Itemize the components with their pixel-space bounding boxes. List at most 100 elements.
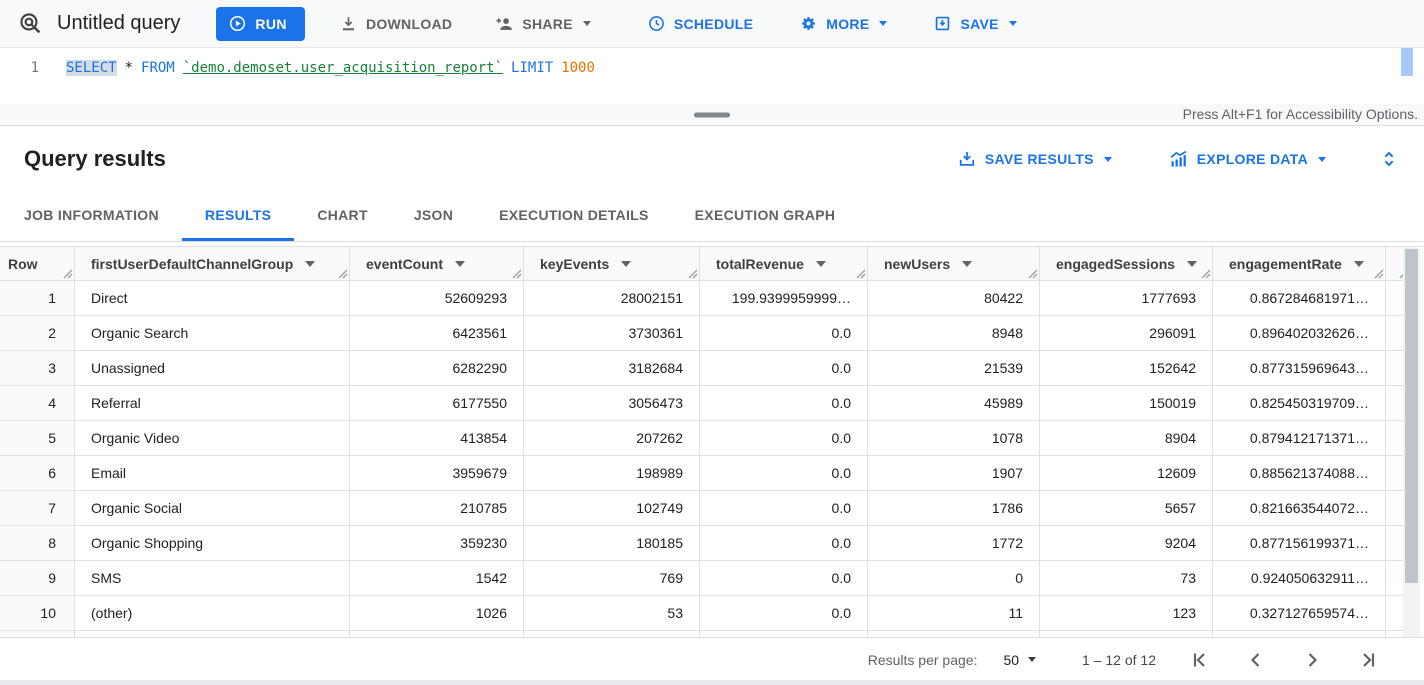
column-header-engagementRate[interactable]: engagementRate (1213, 247, 1386, 281)
next-page-button[interactable] (1300, 648, 1324, 672)
table-cell-firstUserDefaultChannelGroup: Organic Search (75, 316, 350, 351)
results-title: Query results (24, 146, 166, 172)
first-page-button[interactable] (1188, 648, 1212, 672)
table-cell-engagementRate: 0.879412171371… (1213, 421, 1386, 456)
table-cell-engagedSessions: 5657 (1040, 491, 1213, 526)
clock-icon (647, 14, 666, 33)
sql-star: * (125, 60, 133, 76)
table-scrollbar-track[interactable] (1403, 248, 1420, 637)
column-menu-caret-icon[interactable] (816, 261, 826, 267)
table-cell-keyEvents: 3730361 (524, 316, 700, 351)
column-menu-caret-icon[interactable] (621, 261, 631, 267)
table-cell-eventCount: 210785 (350, 491, 524, 526)
column-label: eventCount (366, 256, 443, 272)
sql-table-reference-link[interactable]: `demo.demoset.user_acquisition_report` (183, 60, 503, 76)
download-button[interactable]: DOWNLOAD (331, 8, 460, 39)
bigquery-results-page: Untitled query RUN DOWNLOAD (0, 0, 1424, 685)
editor-status-bar: Press Alt+F1 for Accessibility Options. (0, 104, 1424, 126)
tab-execution-details[interactable]: EXECUTION DETAILS (476, 192, 672, 241)
sql-editor[interactable]: 1 SELECT*FROM`demo.demoset.user_acquisit… (0, 48, 1424, 104)
column-header-totalRevenue[interactable]: totalRevenue (700, 247, 868, 281)
tab-job-information[interactable]: JOB INFORMATION (1, 192, 182, 241)
table-cell-engagementRate: 0.327127659574… (1213, 596, 1386, 631)
chevron-down-icon (1318, 157, 1326, 162)
query-title: Untitled query (57, 12, 180, 35)
chevron-down-icon (1009, 21, 1017, 26)
column-resize-handle-icon[interactable] (63, 269, 73, 279)
tab-execution-graph[interactable]: EXECUTION GRAPH (672, 192, 859, 241)
column-header-row[interactable]: Row (0, 247, 75, 281)
table-cell-engagedSessions: 1777693 (1040, 281, 1213, 316)
table-row: 3Unassigned628229031826840.0215391526420… (0, 351, 1403, 386)
sql-keyword-limit: LIMIT (511, 60, 553, 76)
save-button[interactable]: SAVE (925, 8, 1024, 39)
column-header-newUsers[interactable]: newUsers (868, 247, 1040, 281)
table-cell-engagementRate: 1.0 (1213, 631, 1386, 637)
table-scrollbar-thumb[interactable] (1405, 249, 1418, 583)
tab-json[interactable]: JSON (391, 192, 476, 241)
table-cell-keyEvents: 198989 (524, 456, 700, 491)
table-cell-engagedSessions: 12609 (1040, 456, 1213, 491)
panel-resize-handle[interactable] (694, 112, 730, 117)
more-button[interactable]: MORE (791, 8, 895, 39)
column-menu-caret-icon[interactable] (1354, 261, 1364, 267)
row-number-cell: 3 (0, 351, 75, 386)
table-cell-keyEvents: 53 (524, 596, 700, 631)
query-tab-icon (18, 11, 43, 36)
table-cell-eventCount: 6282290 (350, 351, 524, 386)
column-menu-caret-icon[interactable] (962, 261, 972, 267)
query-editor-toolbar: Untitled query RUN DOWNLOAD (0, 0, 1424, 48)
line-number: 1 (0, 57, 48, 79)
column-menu-caret-icon[interactable] (305, 261, 315, 267)
pagination-bar: Results per page: 50 1 – 12 of 12 (0, 637, 1424, 681)
page-size-select[interactable]: 50 (1003, 652, 1036, 668)
explore-data-button[interactable]: EXPLORE DATA (1160, 143, 1334, 176)
table-cell-firstUserDefaultChannelGroup: Direct (75, 281, 350, 316)
editor-scrollbar-thumb[interactable] (1401, 48, 1413, 76)
chevron-down-icon (1028, 657, 1036, 662)
column-label: firstUserDefaultChannelGroup (91, 256, 293, 272)
table-cell-firstUserDefaultChannelGroup: Organic Shopping (75, 526, 350, 561)
table-cell-keyEvents: 28002151 (524, 281, 700, 316)
share-button[interactable]: SHARE (486, 8, 599, 40)
column-header-engagedSessions[interactable]: engagedSessions (1040, 247, 1213, 281)
column-resize-handle-icon[interactable] (856, 269, 866, 279)
column-header-firstUserDefaultChannelGroup[interactable]: firstUserDefaultChannelGroup (75, 247, 350, 281)
chevron-down-icon (1104, 157, 1112, 162)
column-menu-caret-icon[interactable] (1187, 261, 1197, 267)
table-cell-newUsers: 0 (868, 631, 1040, 637)
last-page-button[interactable] (1356, 648, 1380, 672)
results-per-page-label: Results per page: (868, 652, 978, 668)
horizontal-scrollbar-track[interactable] (0, 680, 1424, 685)
column-menu-caret-icon[interactable] (455, 261, 465, 267)
column-header-keyEvents[interactable]: keyEvents (524, 247, 700, 281)
row-number-cell: 5 (0, 421, 75, 456)
column-label: newUsers (884, 256, 950, 272)
column-resize-handle-icon[interactable] (512, 269, 522, 279)
column-resize-handle-icon[interactable] (1028, 269, 1038, 279)
expand-collapse-panel-button[interactable] (1378, 148, 1400, 170)
sql-code-line[interactable]: SELECT*FROM`demo.demoset.user_acquisitio… (48, 57, 603, 79)
previous-page-button[interactable] (1244, 648, 1268, 672)
schedule-button[interactable]: SCHEDULE (639, 8, 761, 39)
column-label: engagementRate (1229, 256, 1342, 272)
column-resize-handle-icon[interactable] (338, 269, 348, 279)
row-number-cell: 9 (0, 561, 75, 596)
row-number-cell: 7 (0, 491, 75, 526)
column-label: Row (8, 256, 38, 272)
column-resize-handle-icon[interactable] (1201, 269, 1211, 279)
table-cell-engagedSessions: 152642 (1040, 351, 1213, 386)
column-resize-handle-icon[interactable] (688, 269, 698, 279)
column-resize-handle-icon[interactable] (1374, 269, 1384, 279)
table-row: 9SMS15427690.00730.924050632911… (0, 561, 1403, 596)
save-results-button[interactable]: SAVE RESULTS (949, 143, 1120, 175)
tab-chart[interactable]: CHART (294, 192, 391, 241)
tab-results[interactable]: RESULTS (182, 192, 294, 241)
run-button[interactable]: RUN (216, 7, 305, 41)
column-header-eventCount[interactable]: eventCount (350, 247, 524, 281)
table-row: 2Organic Search642356137303610.089482960… (0, 316, 1403, 351)
table-cell-totalRevenue: 0.0 (700, 631, 868, 637)
table-cell-keyEvents: 3056473 (524, 386, 700, 421)
table-cell-firstUserDefaultChannelGroup: Referral (75, 386, 350, 421)
table-cell-eventCount: 359230 (350, 526, 524, 561)
